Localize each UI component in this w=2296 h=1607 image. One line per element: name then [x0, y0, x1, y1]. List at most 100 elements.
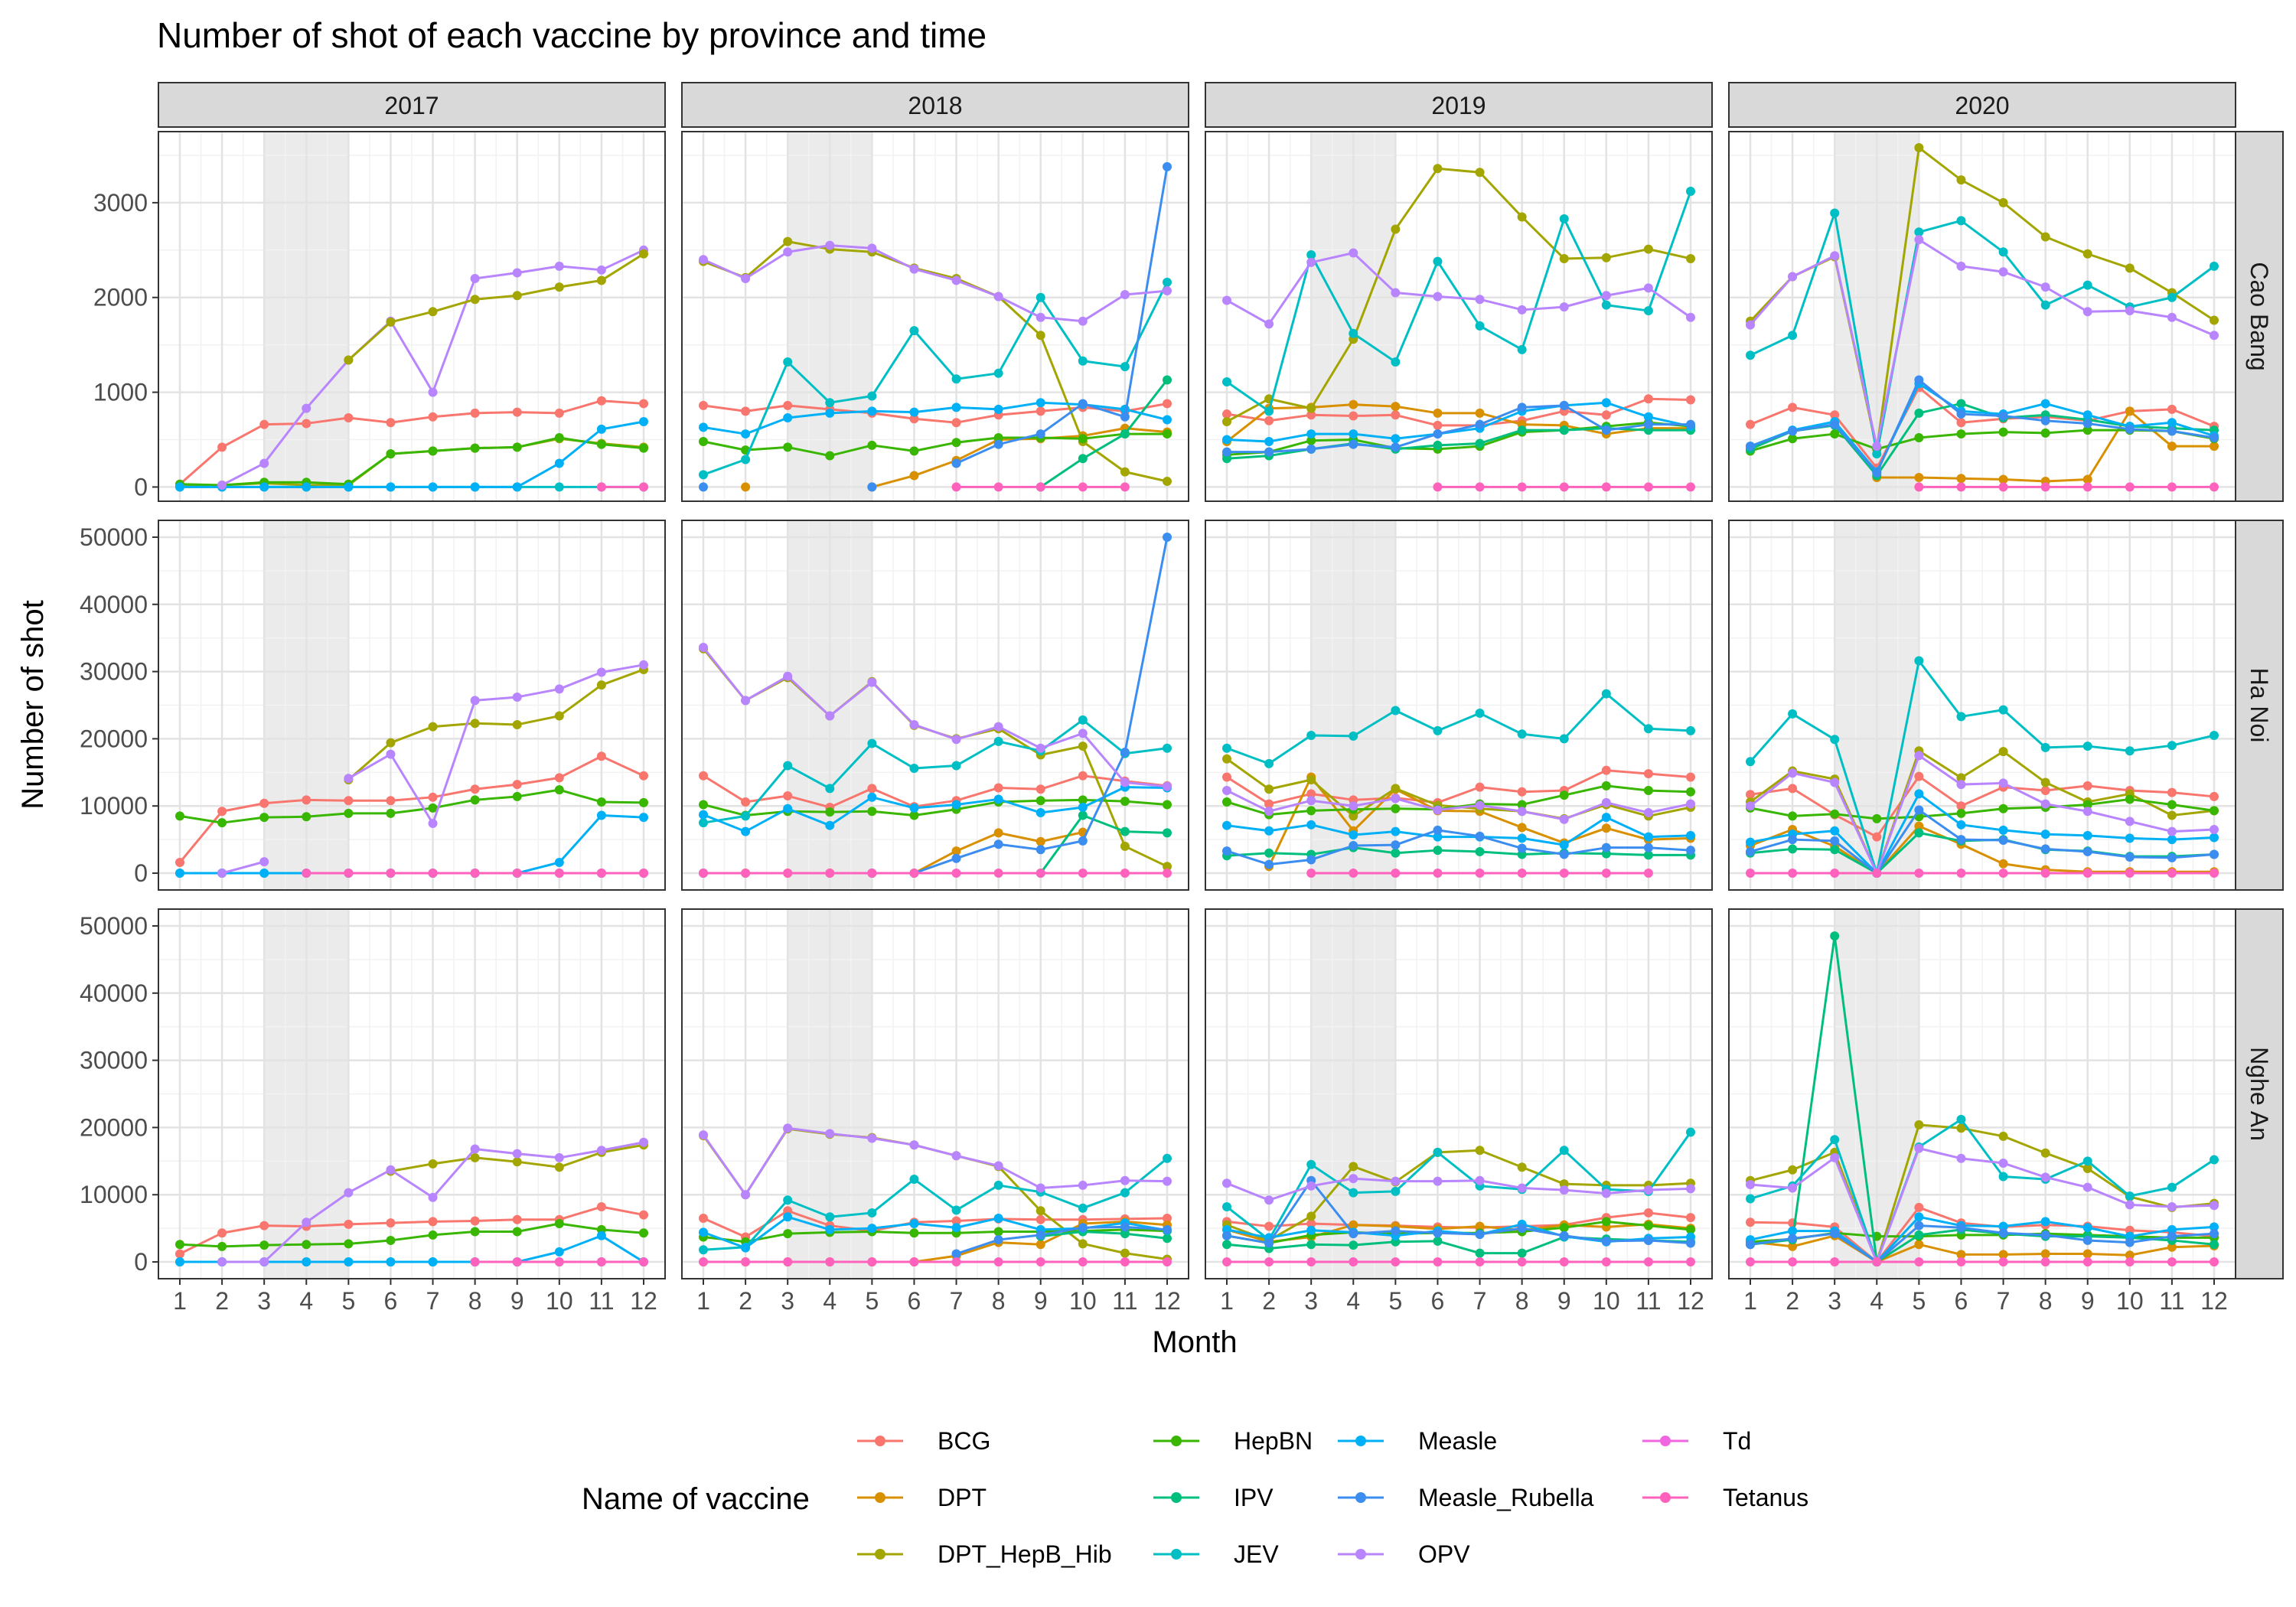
data-point: [175, 482, 184, 492]
data-point: [217, 807, 227, 817]
data-point: [2167, 1231, 2177, 1241]
x-tick-label: 11: [1112, 1287, 1137, 1315]
series-opv: [699, 642, 1172, 791]
panel-border: [1205, 908, 1713, 1279]
data-point: [1956, 482, 1966, 492]
data-point: [993, 1235, 1003, 1245]
series-group: [699, 532, 1172, 878]
data-point: [1601, 425, 1611, 435]
data-point: [699, 482, 708, 492]
series-line: [221, 860, 265, 875]
series-tetanus: [699, 1257, 1172, 1267]
data-point: [428, 803, 438, 813]
chart-title: Number of shot of each vaccine by provin…: [157, 15, 987, 55]
data-point: [1035, 1240, 1045, 1250]
data-point: [1830, 777, 1840, 787]
data-point: [1391, 434, 1401, 444]
data-point: [1643, 808, 1653, 818]
data-point: [951, 418, 961, 428]
series-line: [1750, 1123, 2215, 1263]
data-point: [1643, 843, 1653, 852]
series-group: [1746, 656, 2219, 878]
data-point: [1686, 1213, 1695, 1223]
panel-border: [158, 131, 666, 502]
x-tick-label: 7: [1473, 1287, 1487, 1315]
series-line: [703, 240, 1168, 483]
data-point: [639, 869, 648, 878]
data-point: [428, 482, 438, 492]
data-point: [554, 433, 564, 443]
data-point: [428, 307, 438, 317]
data-point: [2210, 1229, 2219, 1239]
data-point: [1433, 292, 1443, 302]
series-jev: [1222, 689, 1695, 768]
data-point: [1517, 729, 1527, 739]
data-point: [386, 869, 396, 878]
data-point: [1956, 1153, 1966, 1163]
data-point: [2082, 1257, 2092, 1267]
data-point: [259, 813, 269, 823]
series-line: [1750, 825, 2214, 875]
data-point: [1391, 826, 1401, 836]
series-line: [703, 1157, 1168, 1251]
data-point: [1475, 438, 1485, 448]
panel-ha-noi-2020: [1728, 520, 2236, 891]
data-point: [783, 247, 793, 257]
data-point: [1391, 840, 1401, 850]
data-point: [344, 413, 354, 423]
data-point: [951, 1205, 961, 1215]
series-tetanus: [1306, 869, 1653, 878]
data-point: [1746, 1240, 1755, 1250]
data-point: [1163, 415, 1172, 425]
data-point: [1914, 789, 1924, 799]
data-point: [1517, 869, 1527, 878]
data-point: [1830, 1229, 1840, 1239]
data-point: [1222, 454, 1231, 464]
data-point: [1078, 810, 1088, 820]
series-group: [175, 1137, 648, 1267]
x-tick-label: 11: [1636, 1287, 1661, 1315]
data-point: [1872, 449, 1882, 459]
data-point: [386, 1235, 396, 1245]
x-tick-label: 3: [1828, 1287, 1841, 1315]
strip-label-2019: 2019: [1431, 92, 1486, 119]
strip-2019: [1205, 82, 1713, 128]
data-point: [993, 1161, 1003, 1171]
data-point: [554, 785, 564, 795]
data-point: [2210, 261, 2219, 271]
data-point: [470, 1257, 480, 1267]
data-point: [428, 412, 438, 422]
data-point: [741, 826, 751, 836]
data-point: [741, 482, 751, 492]
data-point: [2210, 833, 2219, 843]
data-point: [1956, 418, 1966, 428]
series-line: [1750, 792, 2215, 875]
series-line: [1750, 212, 2215, 455]
data-point: [554, 684, 564, 694]
data-point: [1391, 1257, 1401, 1267]
data-point: [639, 1137, 648, 1147]
series-group: [699, 1123, 1172, 1267]
panel-nghe-an-2019: 1 2 3 4 5 6 7 8 9 10 11 12: [1205, 908, 1713, 1315]
data-point: [1306, 806, 1316, 816]
data-point: [428, 446, 438, 456]
data-point: [2040, 1257, 2050, 1267]
data-point: [1956, 474, 1966, 484]
data-point: [1475, 1146, 1485, 1156]
data-point: [909, 326, 919, 336]
data-point: [2210, 442, 2219, 451]
data-point: [741, 429, 751, 439]
data-point: [1956, 1114, 1966, 1124]
data-point: [1601, 765, 1611, 775]
data-point: [1078, 771, 1088, 781]
data-point: [1601, 1236, 1611, 1246]
y-tick-label: 40000: [80, 980, 148, 1007]
data-point: [1914, 473, 1924, 483]
data-point: [2082, 1163, 2092, 1173]
data-point: [428, 1230, 438, 1240]
data-point: [867, 406, 877, 416]
data-point: [1517, 1257, 1527, 1267]
data-point: [1163, 1257, 1172, 1267]
data-point: [1559, 425, 1569, 435]
data-point: [1391, 357, 1401, 367]
